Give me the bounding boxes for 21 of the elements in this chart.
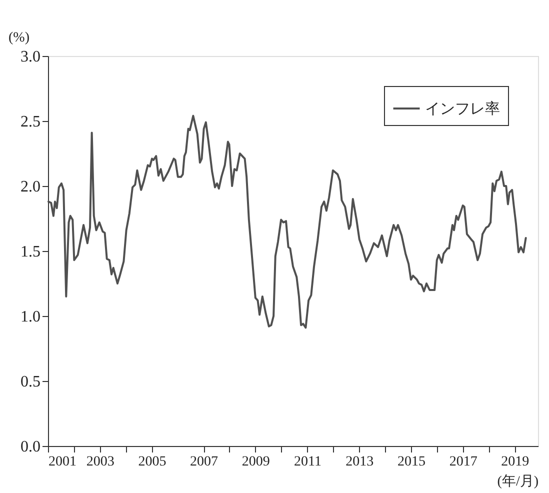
x-tick-label: 2003: [86, 454, 114, 470]
x-tick-label: 2011: [294, 454, 322, 470]
legend-label: インフレ率: [425, 100, 500, 118]
x-tick-label: 2013: [346, 454, 374, 470]
y-tick-label: 3.0: [20, 48, 40, 66]
x-axis-title: (年/月): [497, 474, 539, 490]
y-tick-label: 0.5: [20, 374, 40, 390]
x-tick-label: 2019: [501, 454, 530, 470]
y-tick-label: 2.0: [20, 178, 40, 196]
y-axis-title: (%): [8, 30, 30, 46]
x-tick-label: 2001: [48, 454, 76, 470]
y-tick-label: 2.5: [20, 114, 40, 130]
line-series: [48, 114, 527, 329]
y-tick-label: 1.0: [20, 308, 40, 326]
x-tick-label: 2009: [242, 454, 270, 470]
x-tick-label: 2005: [138, 454, 166, 470]
x-tick-label: 2007: [190, 454, 218, 470]
x-tick-label: 2015: [397, 454, 426, 470]
y-tick-label: 1.5: [20, 244, 40, 260]
y-tick-label: 0.0: [20, 438, 40, 456]
x-tick-label: 2017: [449, 454, 478, 470]
